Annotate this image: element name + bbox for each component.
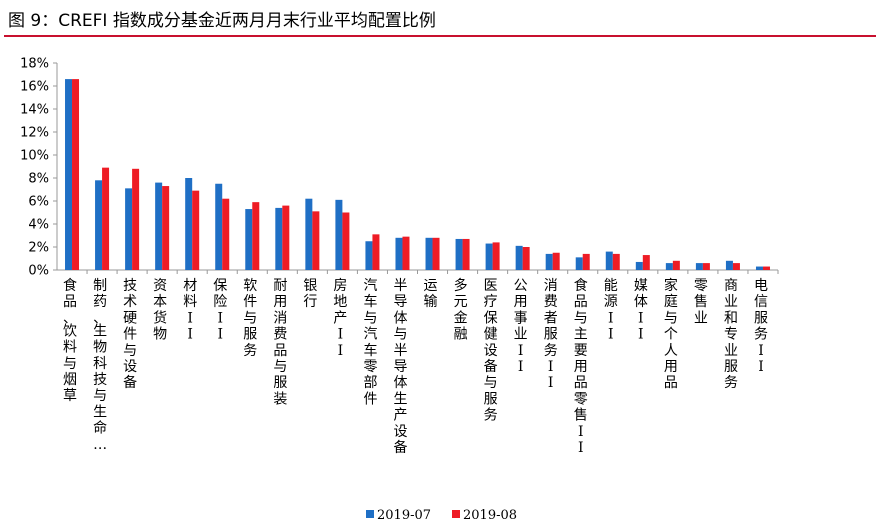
category-label: 媒体 I I: [634, 278, 648, 343]
bar-series-1: [455, 238, 463, 270]
bar-series-2: [222, 198, 230, 270]
bar-series-1: [395, 237, 403, 270]
bar-series-1: [515, 245, 523, 270]
y-tick-label: 0%: [28, 264, 49, 279]
category-label: 制药、生物科技与生命…: [93, 278, 107, 453]
category-label: 半导体与半导体生产设备: [393, 278, 407, 456]
bar-series-2: [432, 237, 440, 270]
bar-series-1: [725, 260, 733, 270]
bar-series-2: [312, 211, 320, 270]
bar-series-2: [642, 255, 650, 270]
bar-series-1: [485, 243, 493, 270]
bar-series-1: [245, 209, 253, 270]
legend-swatch: [366, 510, 374, 518]
bar-series-1: [755, 266, 763, 270]
legend-label: 2019-08: [463, 508, 517, 523]
bar-series-2: [162, 186, 170, 270]
category-label: 材料 I I: [183, 278, 197, 343]
y-tick-label: 10%: [20, 149, 49, 164]
legend-label: 2019-07: [377, 508, 431, 523]
category-label: 运输: [424, 278, 438, 310]
bar-series-2: [552, 252, 560, 270]
bar-series-1: [575, 257, 583, 270]
bar-series-2: [282, 205, 290, 270]
bar-series-2: [402, 236, 410, 270]
category-label: 医疗保健设备与服务: [484, 278, 498, 424]
bar-series-2: [462, 238, 470, 270]
bar-series-1: [215, 183, 223, 270]
bar-series-1: [365, 241, 373, 270]
chart-legend: 2019-07 2019-08: [366, 508, 517, 523]
category-label: 家庭与个人用品: [664, 277, 678, 391]
y-tick-label: 6%: [28, 195, 49, 210]
bar-series-2: [492, 242, 500, 270]
bar-series-2: [342, 212, 350, 270]
category-labels: 食品、饮料与烟草 制药、生物科技与生命… 技术硬件与设备 资本货物 材料 I I 保险 I I 软件…: [63, 277, 768, 456]
y-tick-label: 4%: [28, 218, 49, 233]
bar-series-2: [72, 79, 80, 270]
category-label: 保险 I I: [213, 278, 227, 343]
category-label: 电信服务 I I: [754, 278, 768, 375]
bar-chart: 0% 2% 4% 6% 8% 10% 12% 14% 16% 18% 食品、饮料与烟草 制药、生物科…: [20, 57, 779, 523]
bar-series-1: [635, 261, 643, 270]
bar-series-1: [545, 253, 553, 270]
bar-series-2: [582, 253, 590, 270]
category-label: 技术硬件与设备: [123, 278, 137, 391]
category-label: 消费者服务 I I: [544, 278, 558, 391]
bar-series-1: [275, 207, 283, 270]
figure-title-bar: 图 9：CREFI 指数成分基金近两月月末行业平均配置比例: [0, 0, 880, 37]
category-label: 银行: [303, 278, 317, 310]
bar-series-1: [125, 188, 133, 270]
y-tick-label: 2%: [28, 241, 49, 256]
category-label: 食品、饮料与烟草: [63, 277, 77, 404]
bar-series-1: [155, 182, 163, 270]
category-label: 零售业: [694, 278, 708, 326]
y-tick-label: 12%: [20, 126, 49, 141]
category-label: 能源 I I: [604, 278, 618, 343]
bar-series-1: [95, 180, 103, 270]
category-label: 商业和专业服务: [724, 278, 738, 391]
bar-series-1: [305, 198, 313, 270]
category-label: 房地产 I I: [333, 278, 347, 359]
bar-series-2: [132, 168, 140, 270]
category-label: 耐用消费品与服装: [273, 278, 287, 407]
bar-series-2: [612, 253, 620, 270]
chart-axes: 0% 2% 4% 6% 8% 10% 12% 14% 16% 18%: [20, 57, 779, 279]
category-label: 软件与服务: [243, 278, 257, 359]
bar-series-1: [335, 199, 343, 270]
bar-series-1: [185, 178, 193, 270]
bar-series-2: [522, 247, 530, 270]
chart-bars: [65, 79, 770, 270]
bar-series-2: [732, 263, 740, 270]
bar-series-2: [762, 266, 770, 270]
figure-title: 图 9：CREFI 指数成分基金近两月月末行业平均配置比例: [8, 11, 436, 31]
bar-series-2: [372, 234, 380, 270]
bar-series-1: [605, 251, 613, 270]
bar-series-2: [102, 167, 110, 270]
category-label: 多元金融: [454, 277, 468, 343]
bar-series-2: [192, 190, 200, 270]
y-tick-label: 14%: [20, 103, 49, 118]
legend-swatch: [452, 510, 460, 518]
bar-series-1: [695, 263, 703, 270]
category-label: 资本货物: [153, 278, 167, 343]
bar-series-1: [425, 237, 433, 270]
bar-series-2: [672, 260, 680, 270]
category-label: 汽车与汽车零部件: [363, 278, 377, 407]
bar-series-2: [702, 263, 710, 270]
bar-series-1: [665, 263, 673, 270]
bar-series-2: [252, 202, 260, 270]
y-tick-label: 16%: [20, 80, 49, 95]
category-label: 食品与主要用品零售 I I: [574, 277, 588, 456]
y-tick-label: 8%: [28, 172, 49, 187]
y-tick-label: 18%: [20, 57, 49, 72]
category-label: 公用事业 I I: [514, 278, 528, 375]
bar-series-1: [65, 79, 73, 270]
title-divider: [4, 35, 876, 37]
